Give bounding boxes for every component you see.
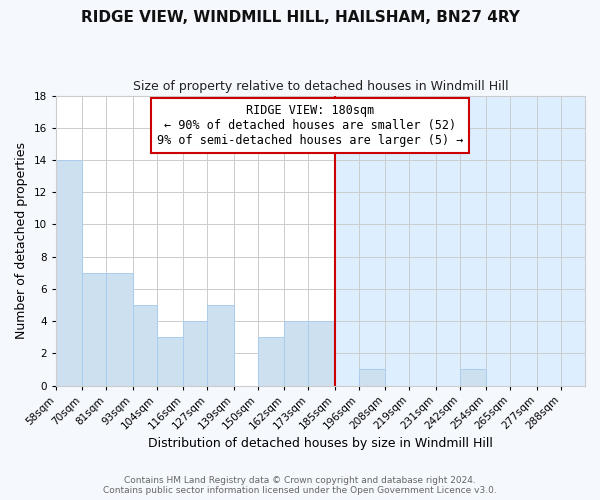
Bar <box>56 160 82 386</box>
Bar <box>284 321 308 386</box>
Text: RIDGE VIEW, WINDMILL HILL, HAILSHAM, BN27 4RY: RIDGE VIEW, WINDMILL HILL, HAILSHAM, BN2… <box>80 10 520 25</box>
Bar <box>335 96 585 386</box>
Y-axis label: Number of detached properties: Number of detached properties <box>15 142 28 339</box>
X-axis label: Distribution of detached houses by size in Windmill Hill: Distribution of detached houses by size … <box>148 437 493 450</box>
Bar <box>359 370 385 386</box>
Title: Size of property relative to detached houses in Windmill Hill: Size of property relative to detached ho… <box>133 80 508 93</box>
Bar <box>308 321 335 386</box>
Bar <box>82 273 106 386</box>
Bar <box>258 337 284 386</box>
Text: RIDGE VIEW: 180sqm
← 90% of detached houses are smaller (52)
9% of semi-detached: RIDGE VIEW: 180sqm ← 90% of detached hou… <box>157 104 463 148</box>
Bar <box>183 321 208 386</box>
Bar <box>460 370 486 386</box>
Text: Contains HM Land Registry data © Crown copyright and database right 2024.
Contai: Contains HM Land Registry data © Crown c… <box>103 476 497 495</box>
Bar <box>157 337 183 386</box>
Bar <box>208 305 233 386</box>
Bar <box>106 273 133 386</box>
Bar <box>133 305 157 386</box>
